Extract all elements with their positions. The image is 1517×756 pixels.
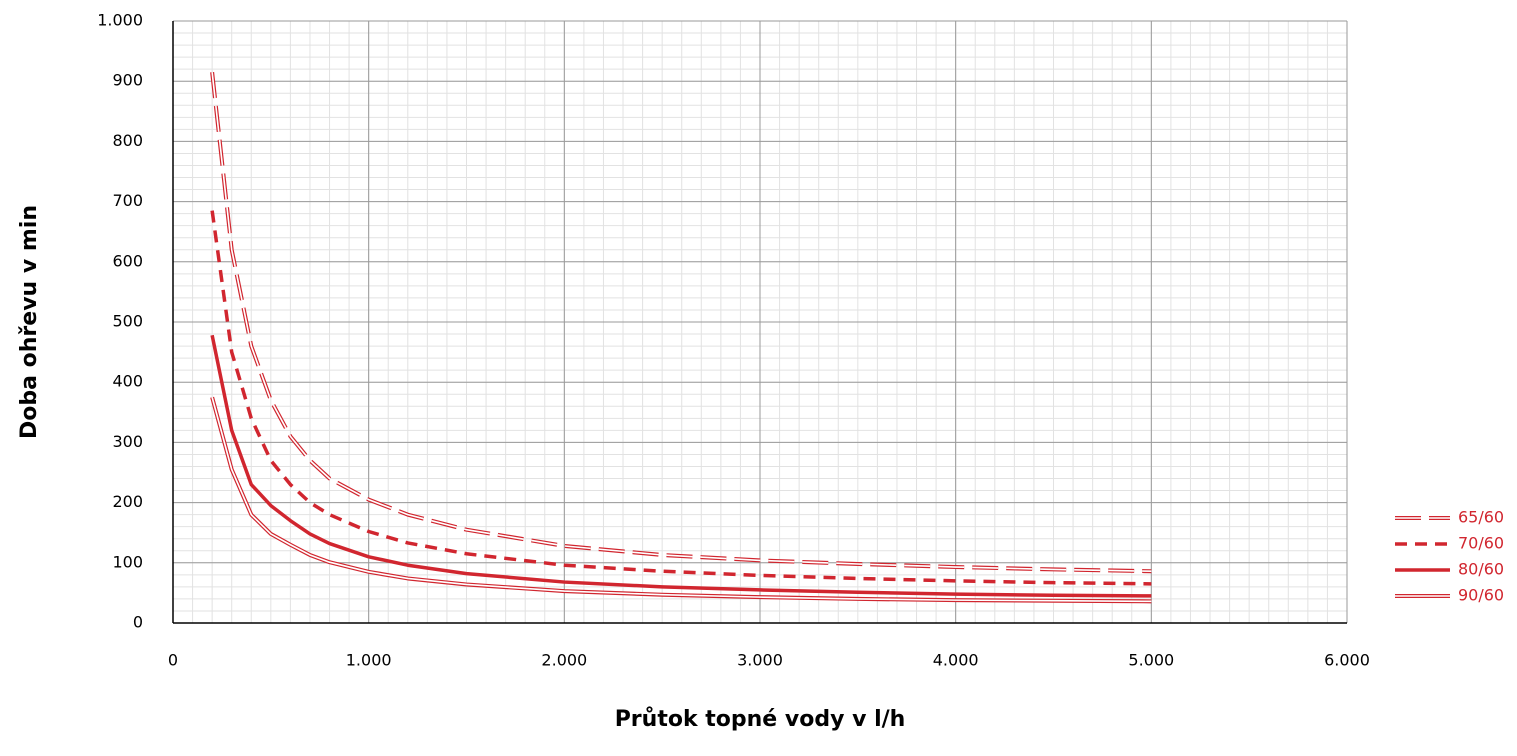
y-tick-label: 400 — [112, 372, 143, 391]
line — [210, 334, 1152, 598]
line-inner — [211, 397, 1152, 603]
y-axis-label: Doba ohřevu v min — [17, 205, 42, 439]
line-inner — [211, 72, 1152, 573]
legend-label: 90/60 — [1458, 586, 1504, 605]
y-tick-label: 700 — [112, 191, 143, 210]
y-tick-label: 0 — [133, 613, 143, 632]
y-tick-label: 300 — [112, 432, 143, 451]
legend-label: 65/60 — [1458, 508, 1504, 527]
x-axis-label: Průtok topné vody v l/h — [615, 707, 906, 732]
y-tick-label: 800 — [112, 131, 143, 150]
y-tick-label: 100 — [112, 552, 143, 571]
x-tick-label: 1.000 — [346, 651, 392, 670]
y-tick-label: 500 — [112, 312, 143, 331]
x-tick-label: 5.000 — [1128, 651, 1174, 670]
x-tick-label: 6.000 — [1324, 651, 1370, 670]
y-tick-label: 200 — [112, 492, 143, 511]
x-tick-label: 4.000 — [933, 651, 979, 670]
y-tick-label: 1.000 — [97, 11, 143, 30]
x-tick-label: 0 — [168, 651, 178, 670]
y-tick-label: 900 — [112, 71, 143, 90]
legend-label: 80/60 — [1458, 560, 1504, 579]
x-tick-label: 3.000 — [737, 651, 783, 670]
x-tick-label: 2.000 — [541, 651, 587, 670]
line — [210, 210, 1152, 586]
legend-label: 70/60 — [1458, 534, 1504, 553]
y-tick-label: 600 — [112, 251, 143, 270]
